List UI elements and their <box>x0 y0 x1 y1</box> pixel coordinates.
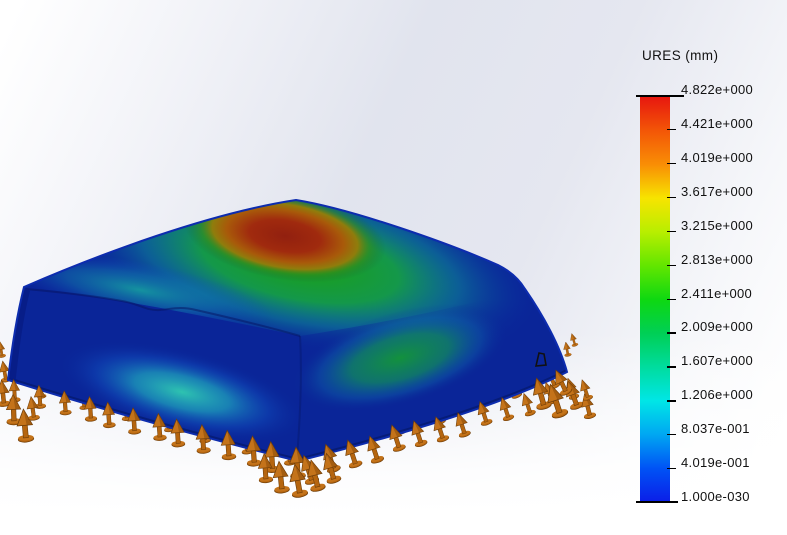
legend-tick-label: 2.411e+000 <box>681 285 753 301</box>
legend-title: URES (mm) <box>642 48 719 63</box>
legend-tick <box>667 332 676 334</box>
fixture-glyph <box>15 407 35 444</box>
legend-tick-label: 3.215e+000 <box>681 217 754 233</box>
annotation-marker <box>534 352 547 367</box>
legend-tick-label: 4.019e-001 <box>681 455 750 471</box>
legend-min-rule <box>636 501 678 503</box>
left-face <box>8 287 30 386</box>
legend-tick-label: 1.607e+000 <box>681 353 754 369</box>
legend-tick <box>667 196 676 199</box>
legend-max-rule <box>636 95 684 97</box>
contour-green-right <box>291 304 509 412</box>
contour-cyan-front <box>57 340 307 444</box>
fixture-glyph <box>562 341 572 358</box>
legend-tick-label: 4.421e+000 <box>681 115 754 131</box>
legend-tick-label: 3.617e+000 <box>681 183 754 199</box>
fixture-glyph <box>568 332 579 348</box>
legend-tick <box>667 468 676 470</box>
contour-teal-band <box>8 252 273 328</box>
legend-colorbar <box>640 97 670 502</box>
fixture-glyph <box>0 378 11 408</box>
legend-tick <box>667 298 676 300</box>
legend-tick <box>667 264 676 266</box>
legend-tick <box>667 128 676 131</box>
fixture-glyph <box>0 340 7 359</box>
color-legend: URES (mm) 4.822e+000 4.421e+000 4.019e+000… <box>636 48 786 518</box>
model-body[interactable] <box>0 130 620 480</box>
legend-tick-label: 2.813e+000 <box>681 251 754 267</box>
legend-tick-label: 4.822e+000 <box>681 82 754 97</box>
legend-tick <box>667 434 676 436</box>
ridge-crease <box>25 288 301 337</box>
legend-tick-label: 4.019e+000 <box>681 149 754 165</box>
legend-tick-label: 1.206e+000 <box>681 387 754 403</box>
fixture-glyph <box>576 377 594 402</box>
legend-tick-label: 1.000e-030 <box>681 489 750 505</box>
legend-tick <box>667 162 676 165</box>
corner-crease <box>296 335 302 459</box>
legend-tick <box>667 366 676 368</box>
legend-tick-label: 2.009e+000 <box>681 319 754 335</box>
legend-tick <box>667 400 676 402</box>
legend-tick-label: 8.037e-001 <box>681 421 750 437</box>
legend-tick <box>667 230 676 232</box>
